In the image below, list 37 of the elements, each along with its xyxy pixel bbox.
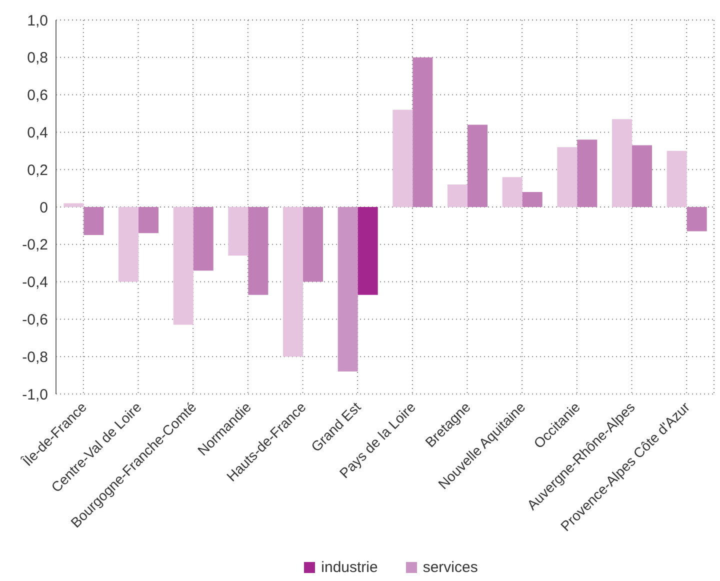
- bar: [283, 207, 304, 357]
- y-tick-label: -0,2: [22, 236, 48, 254]
- y-tick-label: 1,0: [27, 12, 48, 30]
- bar: [303, 207, 324, 282]
- y-tick-label: -0,6: [22, 312, 48, 329]
- legend-label: industrie: [320, 559, 378, 576]
- bar: [686, 207, 707, 232]
- bar: [138, 207, 159, 234]
- bar: [358, 207, 378, 295]
- bar: [577, 140, 598, 207]
- y-tick-label: 0,2: [27, 162, 48, 179]
- bar: [557, 147, 578, 207]
- y-tick-label: -0,4: [22, 274, 48, 292]
- bar: [248, 207, 268, 295]
- bar: [338, 207, 358, 372]
- y-tick-label: -0,8: [22, 348, 48, 366]
- bar: [193, 207, 214, 271]
- bar: [84, 207, 104, 236]
- bar: [632, 145, 652, 207]
- y-tick-label: 0: [40, 199, 48, 216]
- bar: [468, 124, 488, 207]
- y-tick-label: -1,0: [22, 386, 48, 404]
- y-tick-label: 0,8: [27, 50, 48, 67]
- y-tick-label: 0,4: [27, 124, 48, 142]
- bar: [412, 57, 433, 207]
- bar: [612, 119, 632, 207]
- bar: [448, 184, 468, 207]
- legend-label: services: [422, 559, 478, 576]
- bar: [392, 110, 413, 207]
- bar: [666, 150, 687, 207]
- bar: [502, 177, 522, 207]
- y-tick-label: 0,6: [27, 87, 48, 104]
- bar: [118, 207, 139, 282]
- bar: [64, 203, 84, 207]
- bar: [522, 192, 542, 207]
- bar: [228, 207, 248, 256]
- bar: [173, 207, 194, 325]
